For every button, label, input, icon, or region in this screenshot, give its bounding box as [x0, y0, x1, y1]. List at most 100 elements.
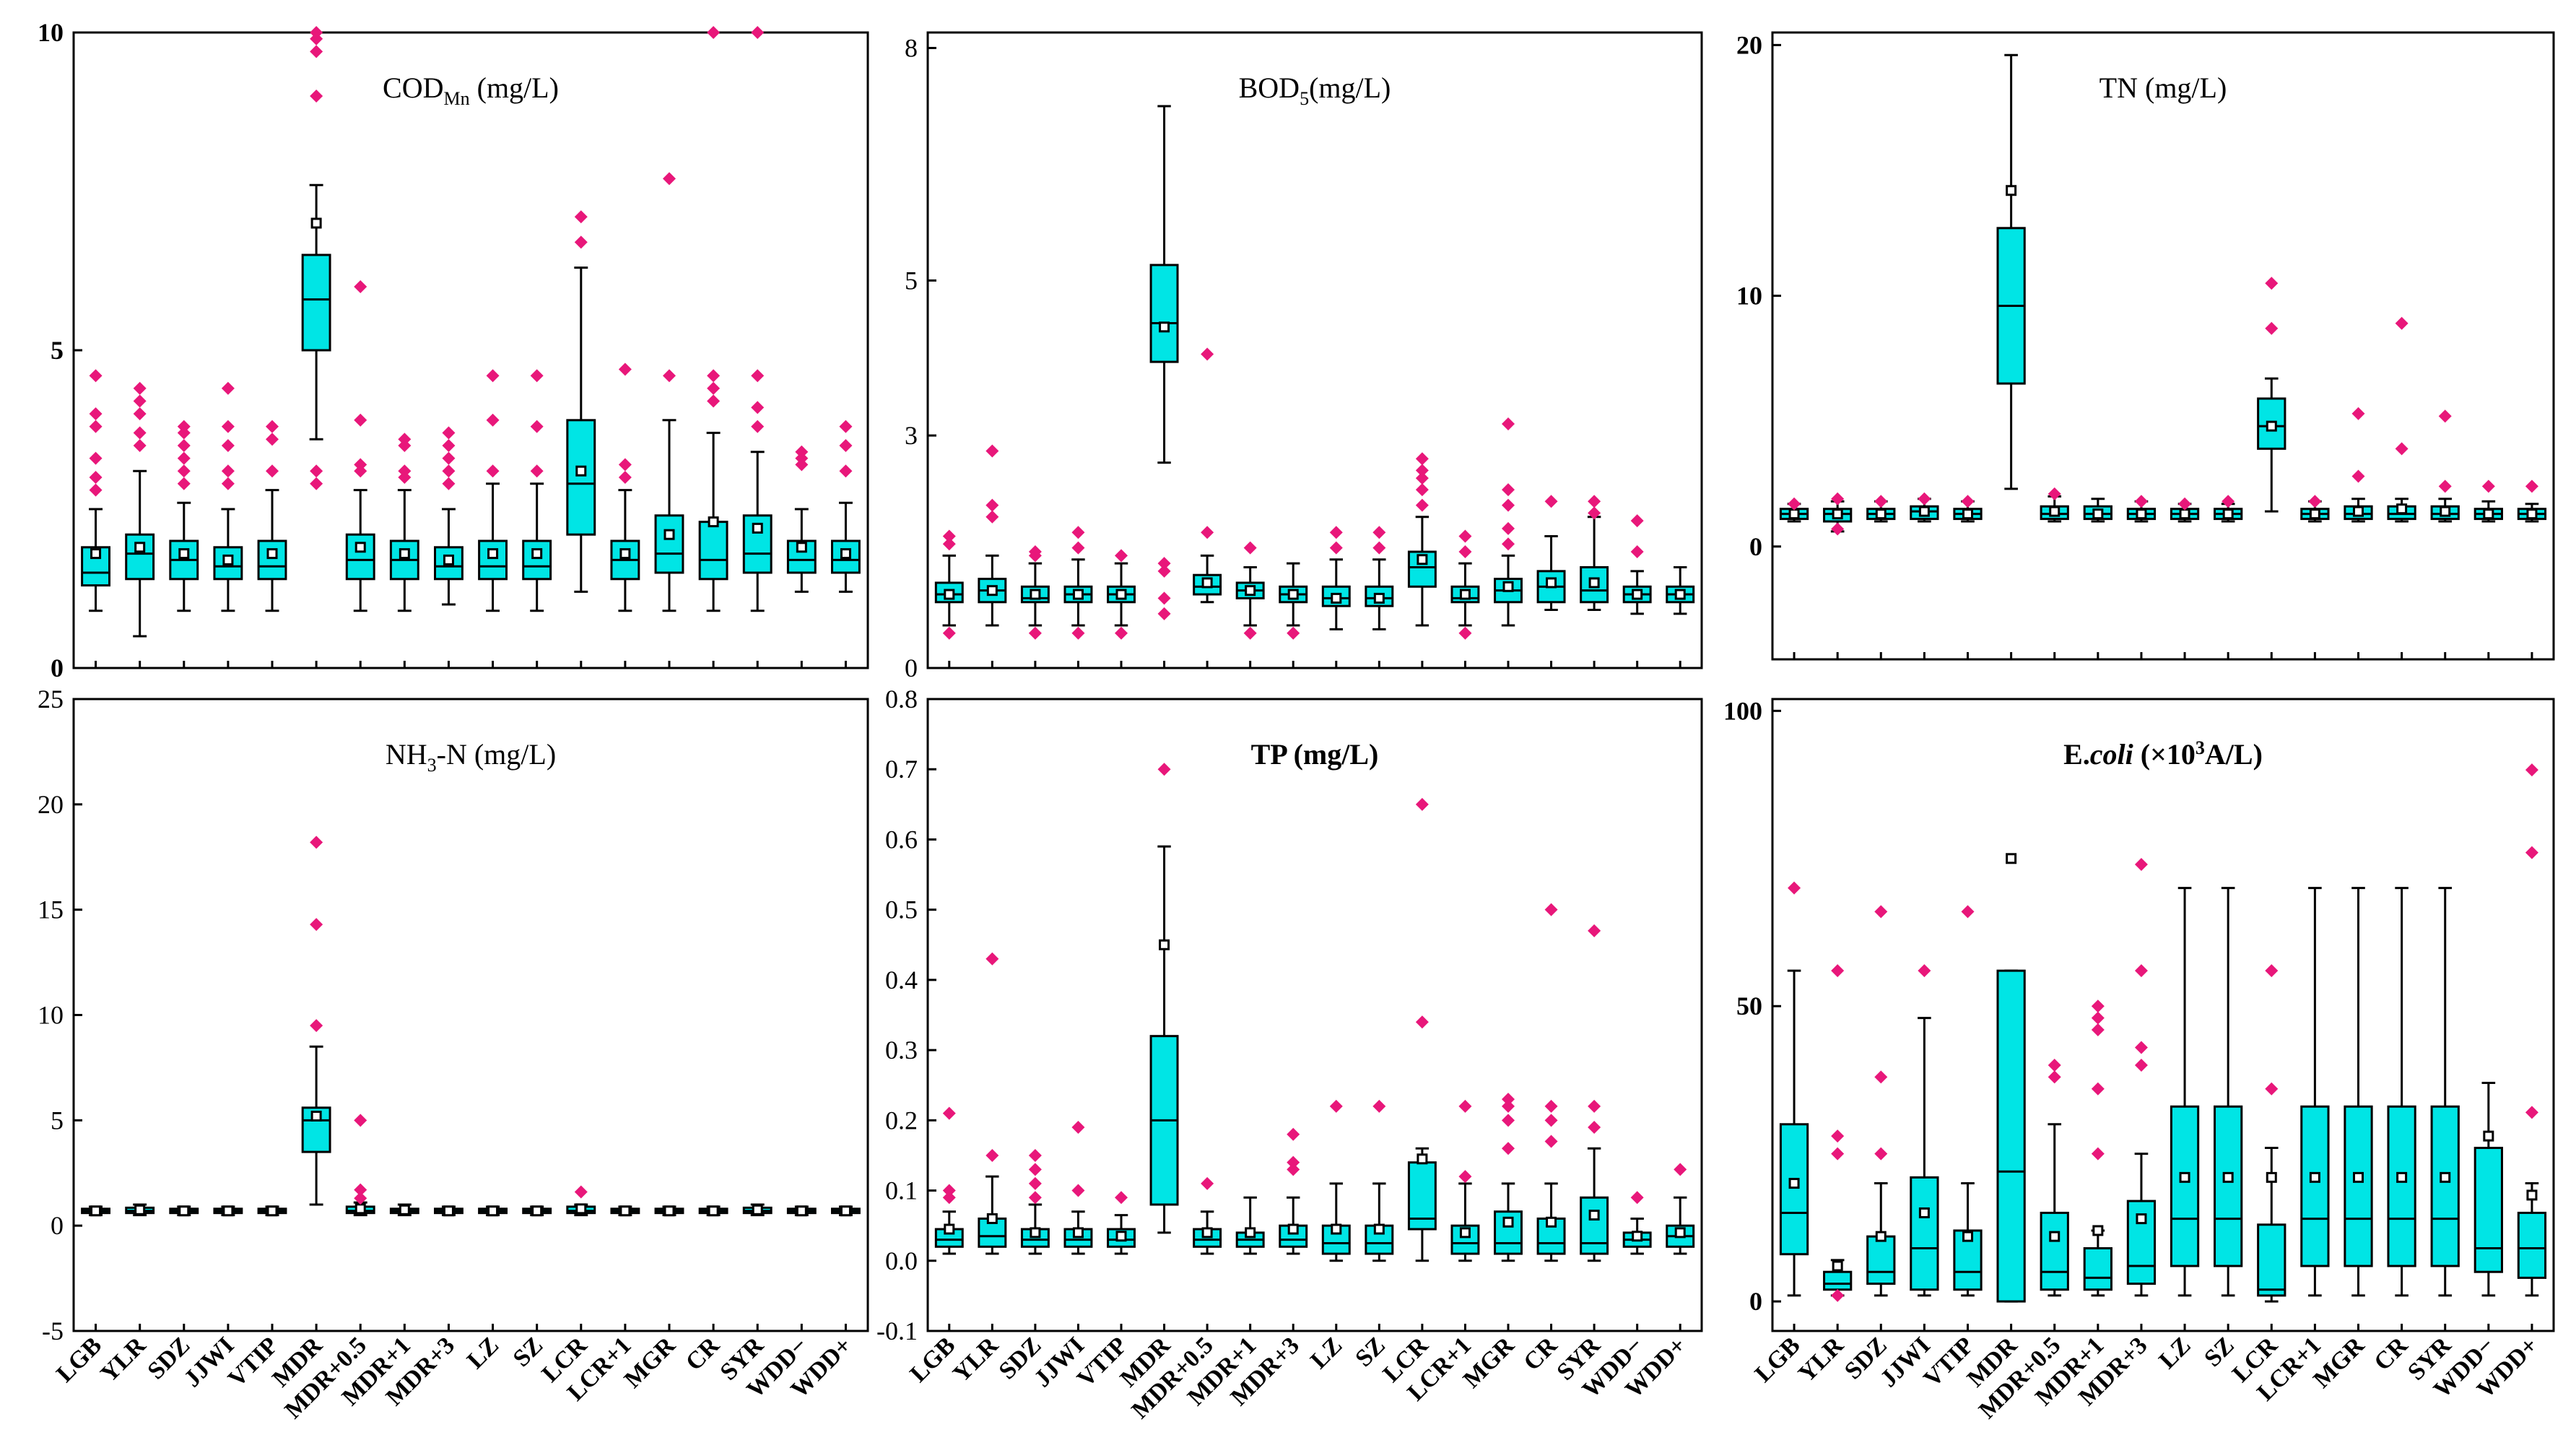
box-iqr — [2387, 1105, 2416, 1267]
mean-marker — [944, 1223, 955, 1235]
box-group — [2126, 857, 2157, 1297]
box-group — [1622, 514, 1652, 615]
mean-marker — [1245, 585, 1256, 597]
outlier-point — [839, 464, 853, 478]
category-label: YLR — [1793, 1332, 1849, 1387]
outlier-point — [354, 1183, 367, 1197]
outlier-point — [985, 498, 999, 512]
outlier-point — [1157, 557, 1171, 571]
outlier-point — [1243, 541, 1257, 555]
box-group — [786, 1205, 817, 1217]
outlier-point — [89, 451, 103, 465]
mean-marker — [619, 548, 631, 560]
outlier-point — [1502, 1099, 1515, 1113]
outlier-point — [2308, 495, 2322, 508]
outlier-point — [2091, 1011, 2105, 1025]
outlier-point — [2351, 469, 2365, 483]
box-group — [1996, 53, 2026, 490]
outlier-point — [310, 464, 323, 478]
mean-marker — [2049, 1231, 2061, 1242]
outlier-point — [1329, 541, 1343, 555]
y-tick-label: 100 — [1723, 696, 1762, 725]
box-group — [654, 1205, 684, 1217]
outlier-point — [2265, 321, 2279, 335]
outlier-point — [1415, 498, 1429, 512]
box-group — [81, 1205, 111, 1217]
box-group — [2214, 887, 2243, 1297]
outlier-point — [1415, 464, 1429, 477]
mean-marker — [1918, 506, 1930, 517]
mean-marker — [354, 1203, 366, 1215]
outlier-point — [310, 90, 323, 103]
outlier-point — [1918, 964, 1931, 978]
mean-marker — [1502, 1216, 1514, 1228]
y-tick-label: 20 — [1736, 30, 1762, 59]
outlier-point — [1588, 1121, 1601, 1135]
outlier-point — [89, 471, 103, 484]
outlier-point — [1458, 1170, 1472, 1184]
mean-marker — [986, 585, 998, 597]
category-label: YLR — [948, 1332, 1004, 1387]
panel-3: 0 10 20 TN (mg/L) — [1736, 30, 2555, 661]
outlier-point — [354, 1114, 367, 1127]
box-group — [1107, 1191, 1136, 1255]
outlier-point — [1115, 549, 1128, 563]
outlier-point — [442, 477, 456, 490]
mean-marker — [2526, 508, 2538, 520]
box-group — [698, 26, 728, 612]
outlier-point — [1415, 1015, 1429, 1029]
category-label: LGB — [1750, 1332, 1806, 1387]
mean-marker — [1072, 1227, 1084, 1239]
box-group — [2170, 887, 2200, 1297]
outlier-point — [2048, 1059, 2061, 1072]
mean-marker — [1546, 1216, 1557, 1228]
panel-1: 0 5 10 CODMn (mg/L) — [38, 18, 869, 682]
outlier-point — [985, 1148, 999, 1162]
box-group — [345, 1114, 375, 1217]
y-tick-label: 0 — [1749, 532, 1762, 561]
outlier-point — [89, 420, 103, 433]
y-tick-label: 0 — [51, 654, 64, 682]
mean-marker — [2092, 508, 2104, 520]
outlier-point — [942, 1106, 956, 1120]
category-label: MGR — [1458, 1332, 1520, 1393]
outlier-point — [1458, 1099, 1472, 1113]
outlier-point — [2481, 480, 2495, 493]
title-suffix: (mg/L) — [1309, 71, 1391, 104]
box-group — [522, 1205, 552, 1217]
box-group — [742, 26, 773, 612]
outlier-point — [1157, 564, 1171, 578]
box-group — [1580, 924, 1609, 1262]
mean-marker — [1788, 1178, 1800, 1189]
mean-marker — [266, 1205, 278, 1217]
outlier-point — [2048, 487, 2061, 500]
outlier-point — [1544, 1099, 1558, 1113]
mean-marker — [575, 1203, 587, 1215]
outlier-point — [707, 26, 721, 39]
outlier-point — [89, 483, 103, 497]
box-group — [478, 369, 508, 612]
box-group — [2170, 497, 2200, 523]
outlier-point — [2525, 846, 2538, 859]
outlier-point — [310, 477, 323, 490]
box-iqr — [1779, 1123, 1809, 1256]
outlier-point — [795, 445, 809, 459]
mean-marker — [1832, 1260, 1843, 1272]
box-iqr — [1580, 1196, 1609, 1255]
box-group — [1779, 497, 1809, 523]
mean-marker — [2266, 420, 2277, 432]
outlier-point — [942, 537, 956, 551]
mean-marker — [1030, 1227, 1041, 1239]
mean-marker — [399, 1204, 410, 1215]
outlier-point — [398, 464, 412, 478]
outlier-point — [1415, 797, 1429, 811]
outlier-point — [1415, 483, 1429, 497]
box-iqr — [1866, 1235, 1896, 1285]
panel-title: NH3-N (mg/L) — [386, 738, 556, 776]
box-group — [2430, 409, 2460, 523]
y-tick-label: 0.5 — [885, 895, 918, 924]
box-iqr — [566, 419, 596, 536]
box-iqr — [434, 546, 464, 581]
box-iqr — [2083, 1247, 2112, 1291]
outlier-point — [89, 407, 103, 420]
